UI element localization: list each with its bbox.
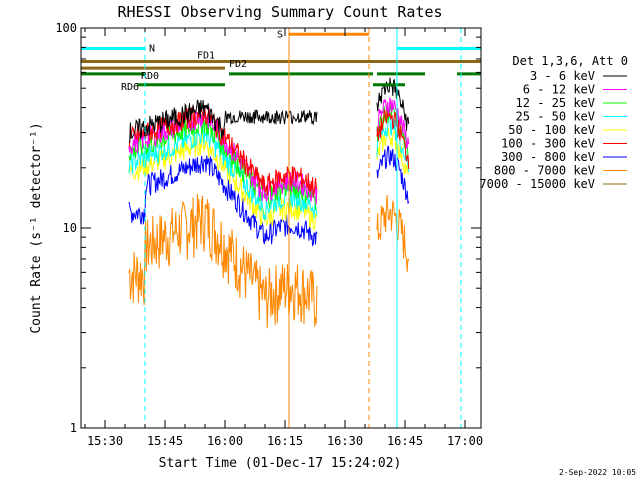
flag-bar-label: RD0 bbox=[141, 71, 159, 82]
series-line-b bbox=[376, 194, 410, 272]
x-axis-label: Start Time (01-Dec-17 15:24:02) bbox=[159, 456, 402, 471]
x-tick-label: 17:00 bbox=[447, 434, 483, 448]
x-tick-label: 16:30 bbox=[327, 434, 363, 448]
series-line-b bbox=[376, 108, 410, 170]
legend-label: 800 - 7000 keV bbox=[494, 164, 595, 178]
legend-label: 25 - 50 keV bbox=[516, 110, 595, 124]
series-line-a bbox=[128, 155, 318, 247]
plot-data-group bbox=[128, 77, 410, 329]
series-line-b bbox=[376, 97, 410, 149]
series-line-a bbox=[128, 99, 318, 144]
y-tick-label: 10 bbox=[63, 221, 77, 235]
flag-bar-label: S bbox=[277, 29, 283, 40]
y-tick-label: 100 bbox=[55, 21, 77, 35]
legend-title: Det 1,3,6, Att 0 bbox=[512, 54, 628, 68]
series-line-a bbox=[128, 193, 318, 329]
x-tick-label: 16:45 bbox=[387, 434, 423, 448]
x-tick-label: 15:45 bbox=[147, 434, 183, 448]
legend-label: 100 - 300 keV bbox=[501, 137, 595, 151]
chart-title: RHESSI Observing Summary Count Rates bbox=[117, 3, 442, 21]
y-axis-label: Count Rate (s⁻¹ detector⁻¹) bbox=[29, 122, 44, 333]
series-line-b bbox=[376, 145, 410, 204]
series-line-b bbox=[376, 77, 410, 131]
x-tick-label: 16:00 bbox=[207, 434, 243, 448]
legend-label: 300 - 800 keV bbox=[501, 150, 595, 164]
x-tick-label: 15:30 bbox=[87, 434, 123, 448]
flag-bar-label: FD2 bbox=[229, 59, 247, 70]
legend-label: 12 - 25 keV bbox=[516, 96, 595, 110]
flag-bar-label: RD6 bbox=[121, 82, 139, 93]
x-tick-label: 16:15 bbox=[267, 434, 303, 448]
y-tick-label: 1 bbox=[70, 421, 77, 435]
flag-bar-label: FD1 bbox=[197, 50, 215, 61]
axes-group: 15:30 15:45 16:00 16:15 16:30 16:45 17:00 1 10 10… bbox=[55, 21, 483, 448]
flag-bar-label: N bbox=[149, 43, 155, 54]
legend-label: 3 - 6 keV bbox=[530, 69, 595, 83]
legend-label: 7000 - 15000 keV bbox=[479, 177, 595, 191]
legend-label: 6 - 12 keV bbox=[523, 83, 595, 97]
footer-date: 2-Sep-2022 10:05 bbox=[559, 468, 636, 477]
legend-label: 50 - 100 keV bbox=[508, 123, 595, 137]
plot-frame bbox=[80, 27, 482, 429]
series-line-b bbox=[376, 127, 410, 176]
